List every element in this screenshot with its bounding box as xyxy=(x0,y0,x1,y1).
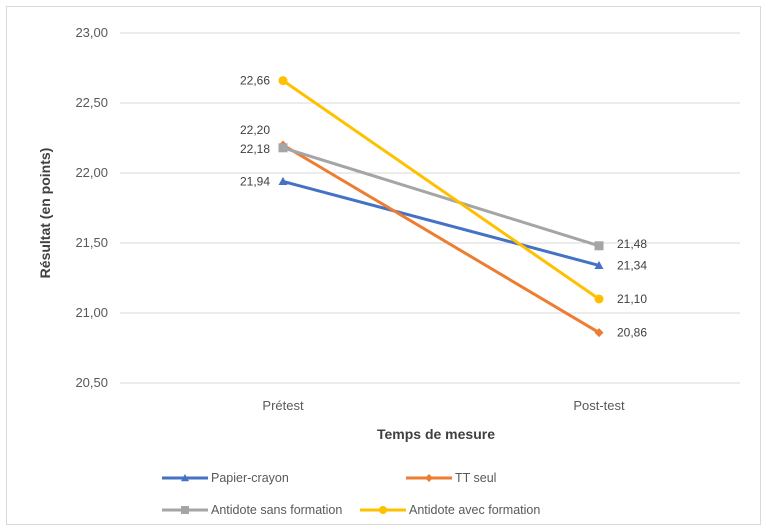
legend-label: Antidote sans formation xyxy=(211,503,342,517)
y-tick-label: 23,00 xyxy=(75,25,108,40)
marker-square xyxy=(278,143,288,153)
data-label: 21,34 xyxy=(617,258,647,272)
legend-label: Papier-crayon xyxy=(211,471,289,485)
x-axis-title: Temps de mesure xyxy=(377,426,495,442)
y-tick-label: 20,50 xyxy=(75,375,108,390)
data-label: 22,20 xyxy=(240,123,270,137)
series-line xyxy=(281,146,601,248)
marker-diamond xyxy=(594,328,604,338)
data-label: 20,86 xyxy=(617,326,647,340)
marker-square xyxy=(594,241,604,251)
chart-frame xyxy=(6,6,761,525)
marker-triangle xyxy=(278,176,288,185)
series-line xyxy=(281,179,601,267)
x-tick-label: Prétest xyxy=(262,398,304,413)
legend-item: Papier-crayon xyxy=(162,471,289,485)
marker-circle xyxy=(594,294,604,304)
series-line xyxy=(281,143,601,335)
data-label: 21,48 xyxy=(617,237,647,251)
marker-triangle xyxy=(181,474,189,482)
legend-item: Antidote sans formation xyxy=(162,503,342,517)
x-tick-label: Post-test xyxy=(573,398,625,413)
data-label: 22,18 xyxy=(240,142,270,156)
data-label: 21,10 xyxy=(617,292,647,306)
legend-item: TT seul xyxy=(406,471,496,485)
marker-square xyxy=(181,506,189,514)
marker-triangle xyxy=(594,260,604,269)
legend-label: Antidote avec formation xyxy=(409,503,540,517)
marker-diamond xyxy=(425,474,433,482)
y-tick-label: 22,50 xyxy=(75,95,108,110)
y-tick-label: 22,00 xyxy=(75,165,108,180)
legend-label: TT seul xyxy=(455,471,496,485)
marker-circle xyxy=(379,506,387,514)
y-axis-title: Résultat (en points) xyxy=(37,148,53,279)
series-line xyxy=(281,79,601,301)
data-label: 21,94 xyxy=(240,174,270,188)
y-tick-label: 21,00 xyxy=(75,305,108,320)
y-tick-label: 21,50 xyxy=(75,235,108,250)
data-label: 22,66 xyxy=(240,74,270,88)
marker-circle xyxy=(278,76,288,86)
legend-item: Antidote avec formation xyxy=(360,503,540,517)
